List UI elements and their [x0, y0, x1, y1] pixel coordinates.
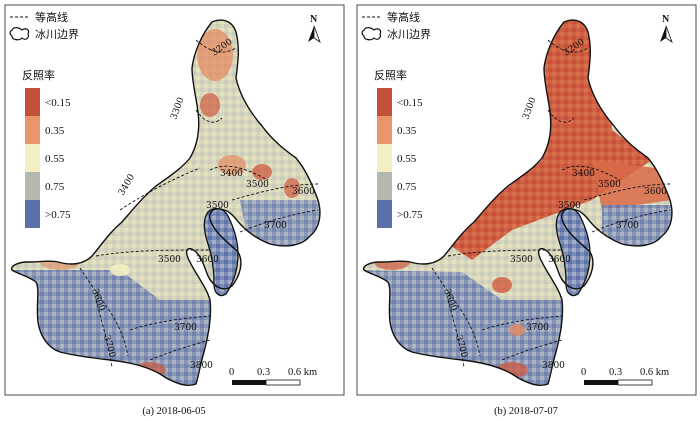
legend-swatch [377, 172, 392, 200]
panel-caption: (a) 2018-06-05 [142, 406, 205, 417]
contour-label: 3400 [117, 172, 137, 197]
legend-class-label: >0.75 [45, 209, 71, 221]
legend-swatch [25, 172, 40, 200]
legend-swatch [377, 88, 392, 116]
scale-bar: 0 0.3 0.6 km [229, 367, 317, 386]
legend-class-label: 0.75 [45, 181, 65, 193]
contour-label: 3600 [644, 187, 667, 197]
legend-class-label: >0.75 [397, 209, 423, 221]
panel-frame [4, 4, 345, 396]
legend-swatches [377, 88, 392, 228]
legend-swatch [377, 116, 392, 144]
panel-frame [356, 4, 697, 396]
contour-label: 3500 [558, 201, 581, 211]
contour-label: 3500 [598, 180, 621, 190]
legend: 等高线 冰川边界 反照率 <0.15 0.35 0.55 0.75 >0.75 [361, 10, 431, 228]
contour-label: 3600 [196, 255, 219, 265]
legend-contour-label: 等高线 [387, 10, 420, 24]
legend-class-label: <0.15 [397, 97, 423, 109]
legend-swatch [25, 200, 40, 228]
contour-label: 3500 [158, 255, 181, 265]
legend-title: 反照率 [374, 68, 407, 82]
legend-title: 反照率 [22, 68, 55, 82]
albedo-raster [363, 20, 672, 386]
contour-label: 3600 [292, 187, 315, 197]
legend-class-label: 0.55 [397, 153, 417, 165]
svg-text:0.3: 0.3 [609, 367, 622, 378]
legend-class-label: <0.15 [45, 97, 71, 109]
legend-swatch [377, 144, 392, 172]
contour-label: 3700 [264, 221, 287, 231]
svg-text:0.6 km: 0.6 km [288, 367, 317, 378]
legend-boundary-label: 冰川边界 [35, 28, 79, 41]
contour-label: 3500 [510, 255, 533, 265]
contour-lines [431, 39, 671, 369]
contour-label: 3300 [521, 96, 538, 121]
panel-a: 3200 3300 3400 3400 3500 3600 3500 3700 … [4, 4, 345, 417]
svg-text:N: N [662, 14, 670, 25]
contour-label: 3700 [174, 323, 197, 333]
legend-boundary-label: 冰川边界 [387, 28, 431, 41]
contour-label: 3800 [190, 361, 213, 371]
legend-class-label: 0.55 [45, 153, 65, 165]
contour-lines [79, 39, 319, 369]
glacier-boundary-icon [361, 27, 382, 41]
scale-bar: 0 0.3 0.6 km [581, 367, 669, 386]
legend-contour-label: 等高线 [35, 10, 68, 24]
legend-swatch [25, 144, 40, 172]
svg-text:0: 0 [229, 367, 234, 378]
north-arrow-icon: N [308, 14, 321, 44]
legend-swatch [25, 116, 40, 144]
svg-text:0: 0 [581, 367, 586, 378]
legend-class-label: 0.75 [397, 181, 417, 193]
contour-label: 3400 [572, 169, 595, 179]
legend-class-label: 0.35 [45, 125, 65, 137]
legend-swatch [25, 88, 40, 116]
svg-text:0.6 km: 0.6 km [640, 367, 669, 378]
contour-label: 3400 [220, 169, 243, 179]
north-arrow-icon: N [660, 14, 673, 44]
panel-caption: (b) 2018-07-07 [494, 406, 558, 417]
svg-text:N: N [310, 14, 318, 25]
glacier-boundary-icon [9, 27, 30, 41]
contour-label: 3500 [206, 201, 229, 211]
contour-label: 3300 [169, 96, 186, 121]
legend-class-label: 0.35 [397, 125, 417, 137]
legend-swatch [377, 200, 392, 228]
contour-label: 3600 [548, 255, 571, 265]
contour-label: 3700 [616, 221, 639, 231]
legend: 等高线 冰川边界 反照率 <0.15 0.35 0.55 0.75 >0.75 [9, 10, 79, 228]
panel-b: 3200 3300 3400 3500 3600 3500 3700 3500 … [356, 4, 697, 417]
legend-swatches [25, 88, 40, 228]
albedo-raster [11, 20, 320, 386]
contour-label: 3700 [526, 323, 549, 333]
contour-label: 3800 [542, 361, 565, 371]
contour-label: 3500 [246, 180, 269, 190]
svg-text:0.3: 0.3 [257, 367, 270, 378]
